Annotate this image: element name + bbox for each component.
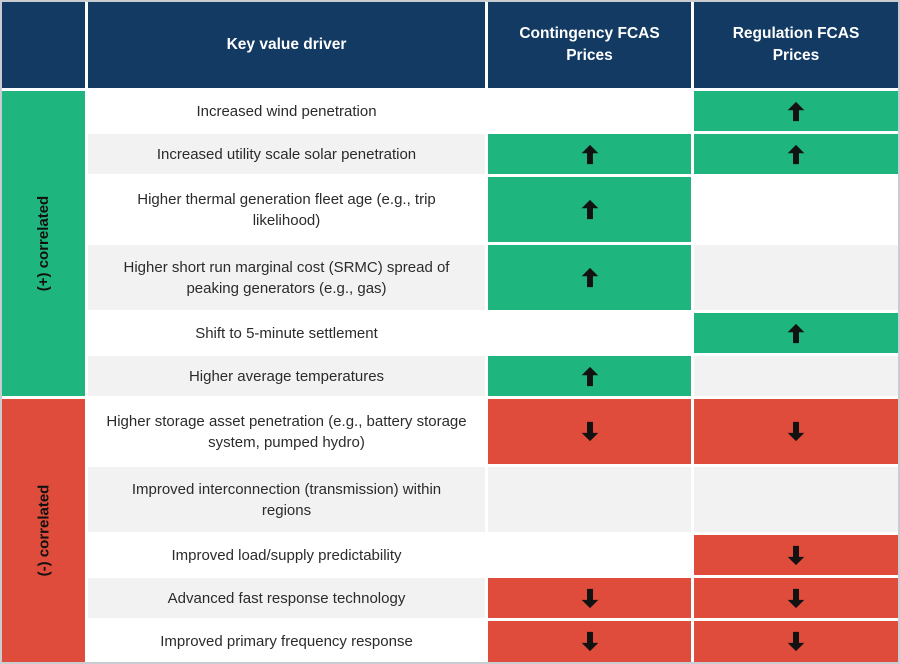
driver-cell: Higher storage asset penetration (e.g., … xyxy=(88,399,485,464)
regulation-up-cell xyxy=(694,91,898,131)
contingency-empty-cell xyxy=(488,535,691,575)
up-arrow-icon xyxy=(581,199,598,220)
up-arrow-icon xyxy=(581,144,598,164)
up-arrow-icon xyxy=(787,101,805,121)
regulation-down-cell xyxy=(694,399,898,464)
group-positive-correlated: (+) correlated xyxy=(2,91,85,396)
regulation-down-cell xyxy=(694,578,898,618)
up-arrow-icon xyxy=(581,366,598,386)
contingency-down-cell xyxy=(488,578,691,618)
driver-cell: Advanced fast response technology xyxy=(88,578,485,618)
driver-cell: Higher thermal generation fleet age (e.g… xyxy=(88,177,485,242)
down-arrow-icon xyxy=(787,588,805,608)
up-arrow-icon xyxy=(581,267,598,288)
contingency-empty-cell xyxy=(488,313,691,353)
regulation-up-cell xyxy=(694,313,898,353)
contingency-empty-cell xyxy=(488,467,691,532)
group-negative-label: (-) correlated xyxy=(35,484,52,577)
contingency-down-cell xyxy=(488,399,691,464)
down-arrow-icon xyxy=(581,421,598,442)
down-arrow-icon xyxy=(787,631,805,652)
contingency-down-cell xyxy=(488,621,691,662)
regulation-down-cell xyxy=(694,535,898,575)
group-positive-label: (+) correlated xyxy=(35,195,53,292)
group-negative-correlated: (-) correlated xyxy=(2,399,85,662)
down-arrow-icon xyxy=(787,545,805,565)
header-regulation-fcas-prices: Regulation FCAS Prices xyxy=(694,2,898,88)
header-key-value-driver: Key value driver xyxy=(88,2,485,88)
header-corner-cell xyxy=(2,2,85,88)
driver-cell: Higher short run marginal cost (SRMC) sp… xyxy=(88,245,485,310)
regulation-empty-cell xyxy=(694,467,898,532)
regulation-up-cell xyxy=(694,134,898,174)
regulation-down-cell xyxy=(694,621,898,662)
driver-cell: Increased utility scale solar penetratio… xyxy=(88,134,485,174)
contingency-empty-cell xyxy=(488,91,691,131)
contingency-up-cell xyxy=(488,177,691,242)
regulation-empty-cell xyxy=(694,245,898,310)
down-arrow-icon xyxy=(787,421,805,442)
up-arrow-icon xyxy=(787,323,805,343)
header-contingency-fcas-prices: Contingency FCAS Prices xyxy=(488,2,691,88)
regulation-empty-cell xyxy=(694,356,898,396)
contingency-up-cell xyxy=(488,134,691,174)
driver-cell: Improved interconnection (transmission) … xyxy=(88,467,485,532)
driver-cell: Improved load/supply predictability xyxy=(88,535,485,575)
down-arrow-icon xyxy=(581,588,598,608)
driver-cell: Improved primary frequency response xyxy=(88,621,485,662)
contingency-up-cell xyxy=(488,356,691,396)
driver-cell: Increased wind penetration xyxy=(88,91,485,131)
contingency-up-cell xyxy=(488,245,691,310)
driver-cell: Higher average temperatures xyxy=(88,356,485,396)
driver-cell: Shift to 5-minute settlement xyxy=(88,313,485,353)
down-arrow-icon xyxy=(581,631,598,652)
up-arrow-icon xyxy=(787,144,805,164)
regulation-empty-cell xyxy=(694,177,898,242)
